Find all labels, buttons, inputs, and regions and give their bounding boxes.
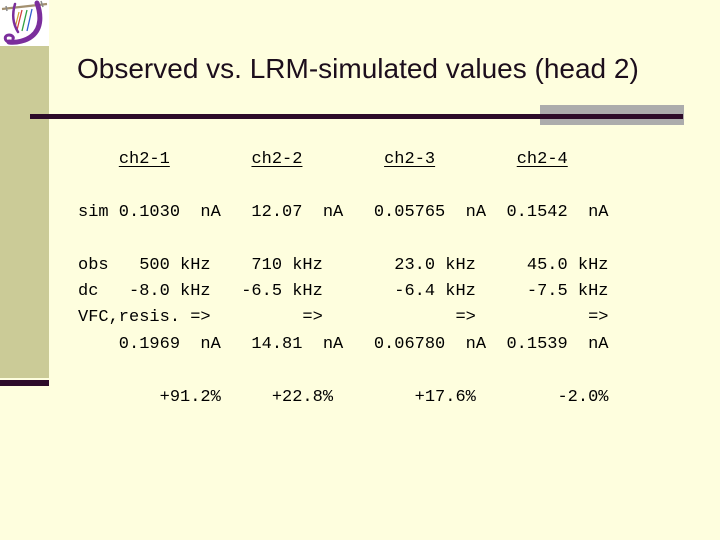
logo bbox=[0, 0, 49, 46]
column-header: ch2-2 bbox=[251, 150, 303, 169]
values-table: ch2-1 ch2-2 ch2-3 ch2-4 sim 0.1030 nA 12… bbox=[78, 150, 609, 407]
title-underline-rule bbox=[30, 114, 683, 119]
sidebar-bottom-rule bbox=[0, 380, 49, 386]
lyre-logo-icon bbox=[1, 0, 48, 45]
slide-title: Observed vs. LRM-simulated values (head … bbox=[77, 53, 639, 84]
column-header: ch2-1 bbox=[118, 150, 170, 169]
column-header: ch2-4 bbox=[516, 150, 568, 169]
left-sidebar-bar bbox=[0, 46, 49, 378]
column-header: ch2-3 bbox=[384, 150, 436, 169]
